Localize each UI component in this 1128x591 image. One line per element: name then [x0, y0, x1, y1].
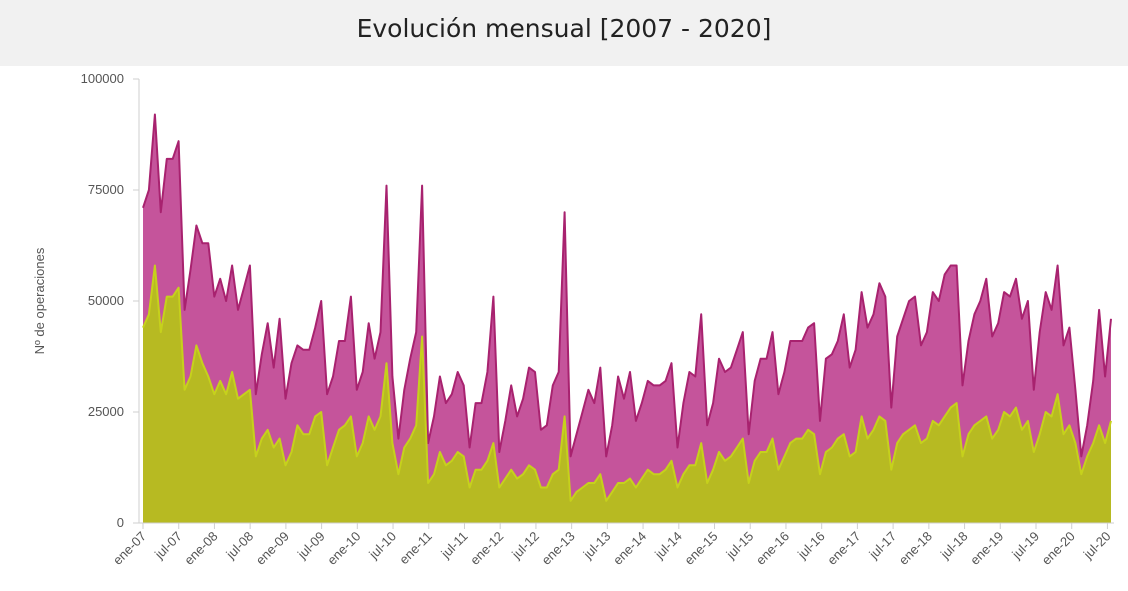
x-tick-label: ene-17: [824, 529, 863, 568]
x-tick-label: ene-15: [681, 529, 720, 568]
y-tick-label: 50000: [88, 293, 124, 308]
x-tick-label: ene-09: [253, 529, 292, 568]
x-tick-label: ene-18: [896, 529, 935, 568]
x-tick-label: jul-17: [865, 529, 899, 563]
y-tick-label: 75000: [88, 182, 124, 197]
x-tick-label: ene-19: [967, 529, 1006, 568]
x-tick-label: jul-14: [651, 529, 685, 563]
x-tick-label: ene-07: [110, 529, 149, 568]
x-tick-label: ene-08: [181, 529, 220, 568]
x-tick-label: jul-20: [1080, 529, 1114, 563]
x-tick-label: jul-10: [365, 529, 399, 563]
x-tick-label: jul-13: [580, 529, 614, 563]
x-tick-label: jul-18: [937, 529, 971, 563]
y-tick-label: 25000: [88, 404, 124, 419]
plot-areas: [142, 113, 1112, 523]
title-bar: Evolución mensual [2007 - 2020]: [0, 0, 1128, 66]
x-tick-label: ene-11: [396, 529, 435, 568]
x-tick-label: jul-09: [294, 529, 328, 563]
x-tick-label: jul-11: [437, 529, 470, 562]
line-sub: [142, 264, 1112, 502]
x-tick-label: ene-13: [539, 529, 578, 568]
x-tick-label: ene-14: [610, 529, 649, 568]
y-ticks: 0 25000 50000 75000 100000: [81, 71, 139, 530]
y-tick-label: 100000: [81, 71, 124, 86]
x-tick-label: jul-07: [151, 529, 185, 563]
x-tick-label: ene-20: [1039, 529, 1078, 568]
y-axis-label: Nº de operaciones: [32, 247, 47, 354]
x-tick-label: jul-19: [1008, 529, 1042, 563]
x-tick-label: ene-12: [467, 529, 506, 568]
x-tick-label: jul-16: [794, 529, 828, 563]
line-total: [142, 113, 1112, 458]
y-tick-label: 0: [117, 515, 124, 530]
x-tick-label: jul-08: [222, 529, 256, 563]
chart-title: Evolución mensual [2007 - 2020]: [356, 14, 772, 43]
x-tick-label: ene-10: [324, 529, 363, 568]
x-tick-label: ene-16: [753, 529, 792, 568]
x-tick-label: jul-12: [508, 529, 542, 563]
area-sub: [143, 265, 1111, 523]
x-tick-label: jul-15: [723, 529, 757, 563]
